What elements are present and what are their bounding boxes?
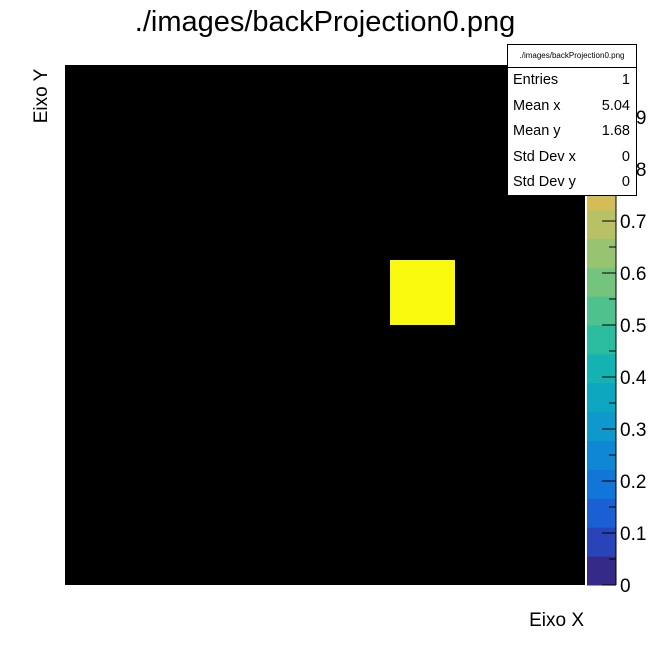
stats-label: Std Dev x bbox=[513, 148, 576, 165]
colorbar-segment bbox=[587, 267, 616, 297]
colorbar-segment bbox=[587, 411, 616, 442]
colorbar-segment bbox=[587, 527, 616, 557]
stats-row-entries: Entries 1 bbox=[508, 68, 636, 94]
colorbar-tick-label: 0.5 bbox=[620, 316, 646, 337]
stats-value: 0 bbox=[621, 148, 630, 165]
colorbar-tick-label: 0.7 bbox=[620, 212, 646, 233]
stats-label: Mean x bbox=[513, 97, 561, 114]
colorbar-tick-label: 0.1 bbox=[620, 524, 646, 545]
stats-row-mean-x: Mean x 5.04 bbox=[508, 94, 636, 120]
colorbar-segment bbox=[587, 296, 616, 326]
stats-label: Entries bbox=[513, 72, 559, 88]
stats-label: Mean y bbox=[513, 123, 561, 139]
colorbar-segment bbox=[587, 238, 616, 268]
colorbar-segment bbox=[587, 325, 616, 355]
stats-label: Std Dev y bbox=[513, 174, 576, 190]
x-axis-label: Eixo X bbox=[529, 610, 584, 631]
stats-box: ./images/backProjection0.png Entries 1 M… bbox=[507, 44, 637, 196]
colorbar-tick-label: 0.2 bbox=[620, 472, 646, 493]
stats-box-title: ./images/backProjection0.png bbox=[508, 45, 636, 68]
colorbar-tick-label: 0.4 bbox=[620, 368, 647, 389]
stats-row-std-dev-y: Std Dev y 0 bbox=[508, 170, 636, 196]
stats-value: 1 bbox=[621, 72, 630, 88]
chart-title: ./images/backProjection0.png bbox=[134, 6, 516, 38]
stats-value: 1.68 bbox=[601, 123, 630, 139]
colorbar-tick-label: 0.6 bbox=[620, 264, 646, 285]
stats-value: 0 bbox=[621, 174, 630, 190]
plot-area bbox=[65, 65, 585, 585]
colorbar-segment bbox=[587, 353, 616, 384]
colorbar-segment bbox=[587, 469, 616, 499]
heatmap-cell bbox=[390, 260, 455, 325]
colorbar-tick-label: 0 bbox=[620, 576, 631, 597]
stats-value: 5.04 bbox=[601, 97, 630, 114]
colorbar-tick-label: 0.3 bbox=[620, 420, 646, 441]
colorbar-segment bbox=[587, 498, 616, 528]
stats-row-mean-y: Mean y 1.68 bbox=[508, 119, 636, 145]
colorbar-segment bbox=[587, 556, 616, 586]
colorbar-segment bbox=[587, 382, 616, 413]
stats-row-std-dev-x: Std Dev x 0 bbox=[508, 145, 636, 171]
colorbar-segment bbox=[587, 209, 616, 239]
